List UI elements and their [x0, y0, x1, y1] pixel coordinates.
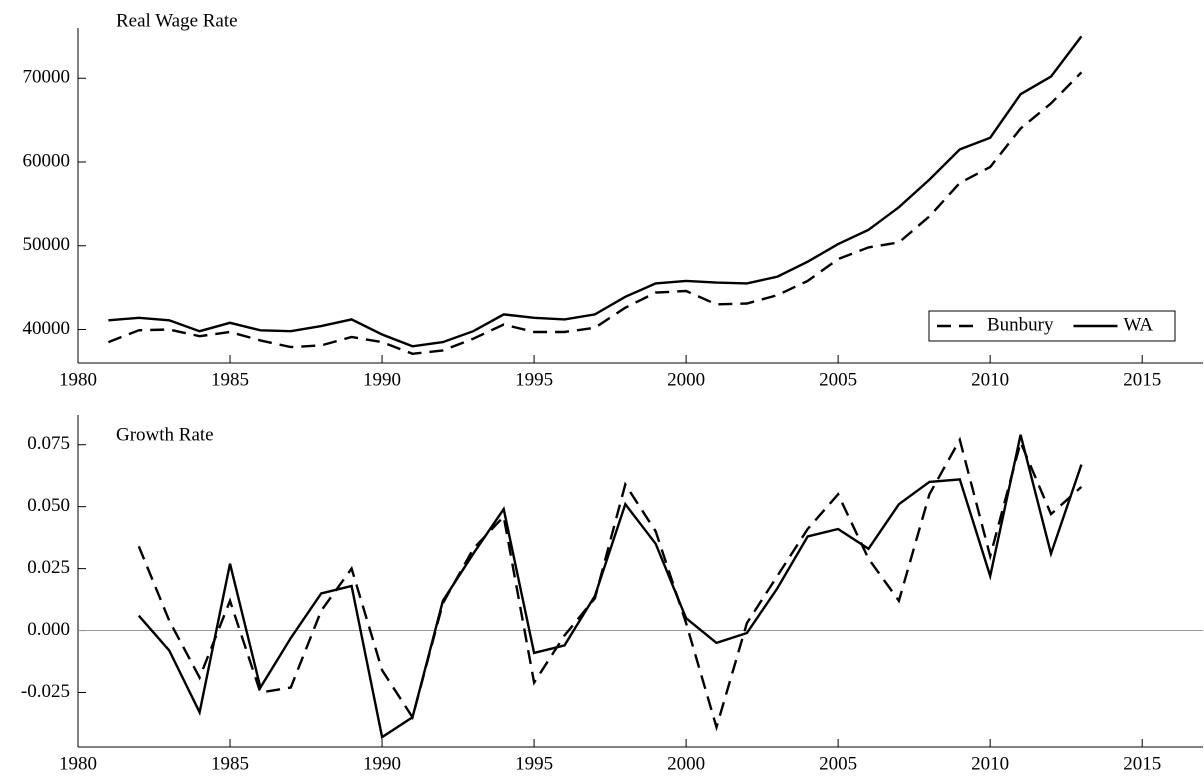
y-tick-label: 50000: [23, 234, 71, 255]
x-tick-label: 1990: [363, 369, 401, 390]
y-tick-label: 60000: [23, 150, 71, 171]
y-tick-label: 70000: [23, 67, 71, 88]
y-tick-label: 40000: [23, 318, 71, 339]
x-tick-label: 2010: [971, 369, 1009, 390]
x-tick-label: 2000: [667, 753, 705, 774]
y-tick-label: 0.050: [27, 495, 70, 516]
x-tick-label: 2015: [1123, 753, 1161, 774]
x-tick-label: 2005: [819, 753, 857, 774]
x-tick-label: 2015: [1123, 369, 1161, 390]
x-tick-label: 2010: [971, 753, 1009, 774]
y-tick-label: 0.075: [27, 433, 70, 454]
x-tick-label: 1990: [363, 753, 401, 774]
x-tick-label: 1985: [211, 753, 249, 774]
y-tick-label: 0.000: [27, 619, 70, 640]
legend-label: Bunbury: [987, 314, 1054, 335]
chart-title: Real Wage Rate: [116, 10, 238, 31]
y-tick-label: -0.025: [21, 681, 70, 702]
y-tick-label: 0.025: [27, 557, 70, 578]
x-tick-label: 1995: [515, 369, 553, 390]
x-tick-label: 1985: [211, 369, 249, 390]
chart-title: Growth Rate: [116, 424, 214, 445]
x-tick-label: 2000: [667, 369, 705, 390]
x-tick-label: 2005: [819, 369, 857, 390]
series-line: [137, 436, 1083, 732]
x-tick-label: 1980: [59, 753, 97, 774]
series-line: [108, 35, 1083, 348]
x-tick-label: 1995: [515, 753, 553, 774]
x-tick-label: 1980: [59, 369, 97, 390]
series-line: [137, 434, 1083, 740]
legend-label: WA: [1124, 314, 1154, 335]
series-line: [107, 71, 1083, 356]
